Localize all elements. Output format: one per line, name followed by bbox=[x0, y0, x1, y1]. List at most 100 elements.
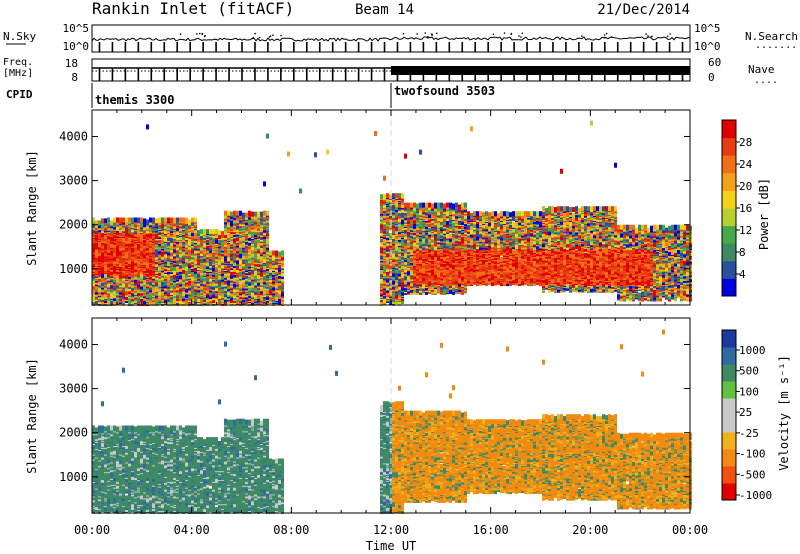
heatmap-cell bbox=[209, 245, 212, 251]
heatmap-cell bbox=[380, 194, 383, 200]
heatmap-cell bbox=[152, 288, 155, 294]
heatmap-cell bbox=[239, 264, 242, 270]
heatmap-cell bbox=[107, 270, 110, 276]
heatmap-cell bbox=[254, 274, 257, 280]
heatmap-cell bbox=[395, 293, 398, 299]
nsearch-point bbox=[204, 34, 206, 37]
heatmap-cell bbox=[206, 300, 209, 306]
heatmap-cell bbox=[245, 262, 248, 268]
heatmap-cell bbox=[248, 261, 251, 267]
heatmap-cell bbox=[218, 230, 221, 236]
nsearch-point bbox=[254, 32, 256, 35]
heatmap-cell bbox=[179, 217, 182, 223]
cpid-panel: CPID themis 3300 twofsound 3503 bbox=[6, 83, 495, 108]
heatmap-cell bbox=[392, 253, 395, 259]
freq-unit-label: [MHz] bbox=[3, 68, 33, 79]
heatmap-cell bbox=[224, 256, 227, 262]
heatmap-cell bbox=[176, 241, 179, 247]
heatmap-cell bbox=[98, 287, 101, 293]
nsearch-point bbox=[196, 33, 198, 35]
heatmap-cell bbox=[191, 217, 194, 223]
heatmap-cell bbox=[185, 293, 188, 299]
heatmap-cell bbox=[215, 286, 218, 292]
heatmap-cell bbox=[251, 252, 254, 258]
heatmap-cell bbox=[224, 233, 227, 238]
heatmap-cell bbox=[143, 222, 146, 228]
nsearch-point bbox=[650, 35, 653, 38]
heatmap-cell bbox=[161, 217, 164, 223]
heatmap-cell bbox=[203, 295, 206, 301]
heatmap-cell bbox=[395, 204, 398, 210]
heatmap-cell bbox=[134, 217, 137, 223]
heatmap-cell bbox=[125, 273, 128, 279]
heatmap-cell bbox=[251, 211, 254, 217]
heatmap-cell bbox=[383, 213, 386, 219]
nsearch-point bbox=[268, 36, 271, 38]
heatmap-cell bbox=[164, 298, 167, 303]
heatmap-cell bbox=[197, 230, 200, 236]
heatmap-cell bbox=[149, 246, 152, 252]
heatmap-cell bbox=[131, 227, 134, 233]
heatmap-cell bbox=[140, 281, 143, 287]
heatmap-cell bbox=[113, 300, 116, 305]
heatmap-cell bbox=[128, 289, 131, 295]
heatmap-cell bbox=[188, 230, 191, 236]
heatmap-cell bbox=[98, 276, 101, 282]
heatmap-cell bbox=[230, 219, 233, 225]
heatmap-cell bbox=[167, 235, 170, 241]
heatmap-cell bbox=[92, 217, 95, 223]
heatmap-cell bbox=[185, 287, 188, 293]
nsearch-tick-low: 10^0 bbox=[694, 40, 721, 53]
heatmap-cell bbox=[107, 292, 110, 298]
heatmap-cell bbox=[188, 288, 191, 294]
heatmap-cell bbox=[401, 202, 404, 208]
heatmap-cell bbox=[257, 273, 260, 279]
heatmap-scatter-cell bbox=[287, 151, 290, 157]
heatmap-cell bbox=[98, 220, 101, 226]
beam-title: Beam 14 bbox=[355, 2, 414, 18]
heatmap-cell bbox=[95, 220, 98, 226]
heatmap-cell bbox=[242, 212, 245, 218]
heatmap-cell bbox=[107, 217, 110, 223]
heatmap-cell bbox=[239, 258, 242, 264]
heatmap-cell bbox=[149, 292, 152, 298]
heatmap-cell bbox=[113, 256, 116, 262]
heatmap-cell bbox=[113, 285, 116, 291]
heatmap-cell bbox=[281, 270, 284, 276]
heatmap-cell bbox=[413, 213, 416, 219]
heatmap-cell bbox=[230, 259, 233, 265]
nsearch-point bbox=[201, 32, 204, 35]
heatmap-cell bbox=[200, 251, 203, 257]
heatmap-cell bbox=[128, 253, 131, 259]
heatmap-cell bbox=[272, 285, 275, 291]
heatmap-cell bbox=[398, 226, 401, 232]
heatmap-cell bbox=[173, 224, 176, 230]
heatmap-cell bbox=[407, 202, 410, 208]
nsearch-point bbox=[604, 36, 607, 39]
heatmap-cell bbox=[92, 279, 95, 285]
heatmap-cell bbox=[140, 254, 143, 260]
heatmap-cell bbox=[248, 235, 251, 241]
heatmap-cell bbox=[224, 223, 227, 229]
heatmap-cell bbox=[155, 249, 158, 255]
heatmap-cell bbox=[194, 217, 197, 223]
freq-panel: Freq. [MHz] 18 8 Nave .... 60 0 bbox=[3, 56, 778, 86]
heatmap-cell bbox=[407, 256, 410, 262]
heatmap-cell bbox=[266, 214, 269, 220]
freq-trace bbox=[92, 66, 690, 81]
heatmap-cell bbox=[143, 282, 146, 288]
heatmap-cell bbox=[110, 228, 113, 234]
cpid-label: CPID bbox=[6, 88, 33, 101]
heatmap-cell bbox=[119, 265, 122, 270]
heatmap-cell bbox=[242, 289, 245, 295]
heatmap-cell bbox=[416, 238, 419, 244]
heatmap-cell bbox=[155, 252, 158, 258]
heatmap-cell bbox=[101, 256, 104, 262]
freq-tick-low: 8 bbox=[71, 71, 78, 84]
heatmap-scatter-cell bbox=[383, 175, 386, 181]
heatmap-scatter-cell bbox=[374, 131, 377, 136]
heatmap-cell bbox=[278, 267, 281, 272]
nsearch-point bbox=[492, 33, 495, 36]
heatmap-cell bbox=[158, 270, 161, 276]
heatmap-cell bbox=[278, 288, 281, 294]
